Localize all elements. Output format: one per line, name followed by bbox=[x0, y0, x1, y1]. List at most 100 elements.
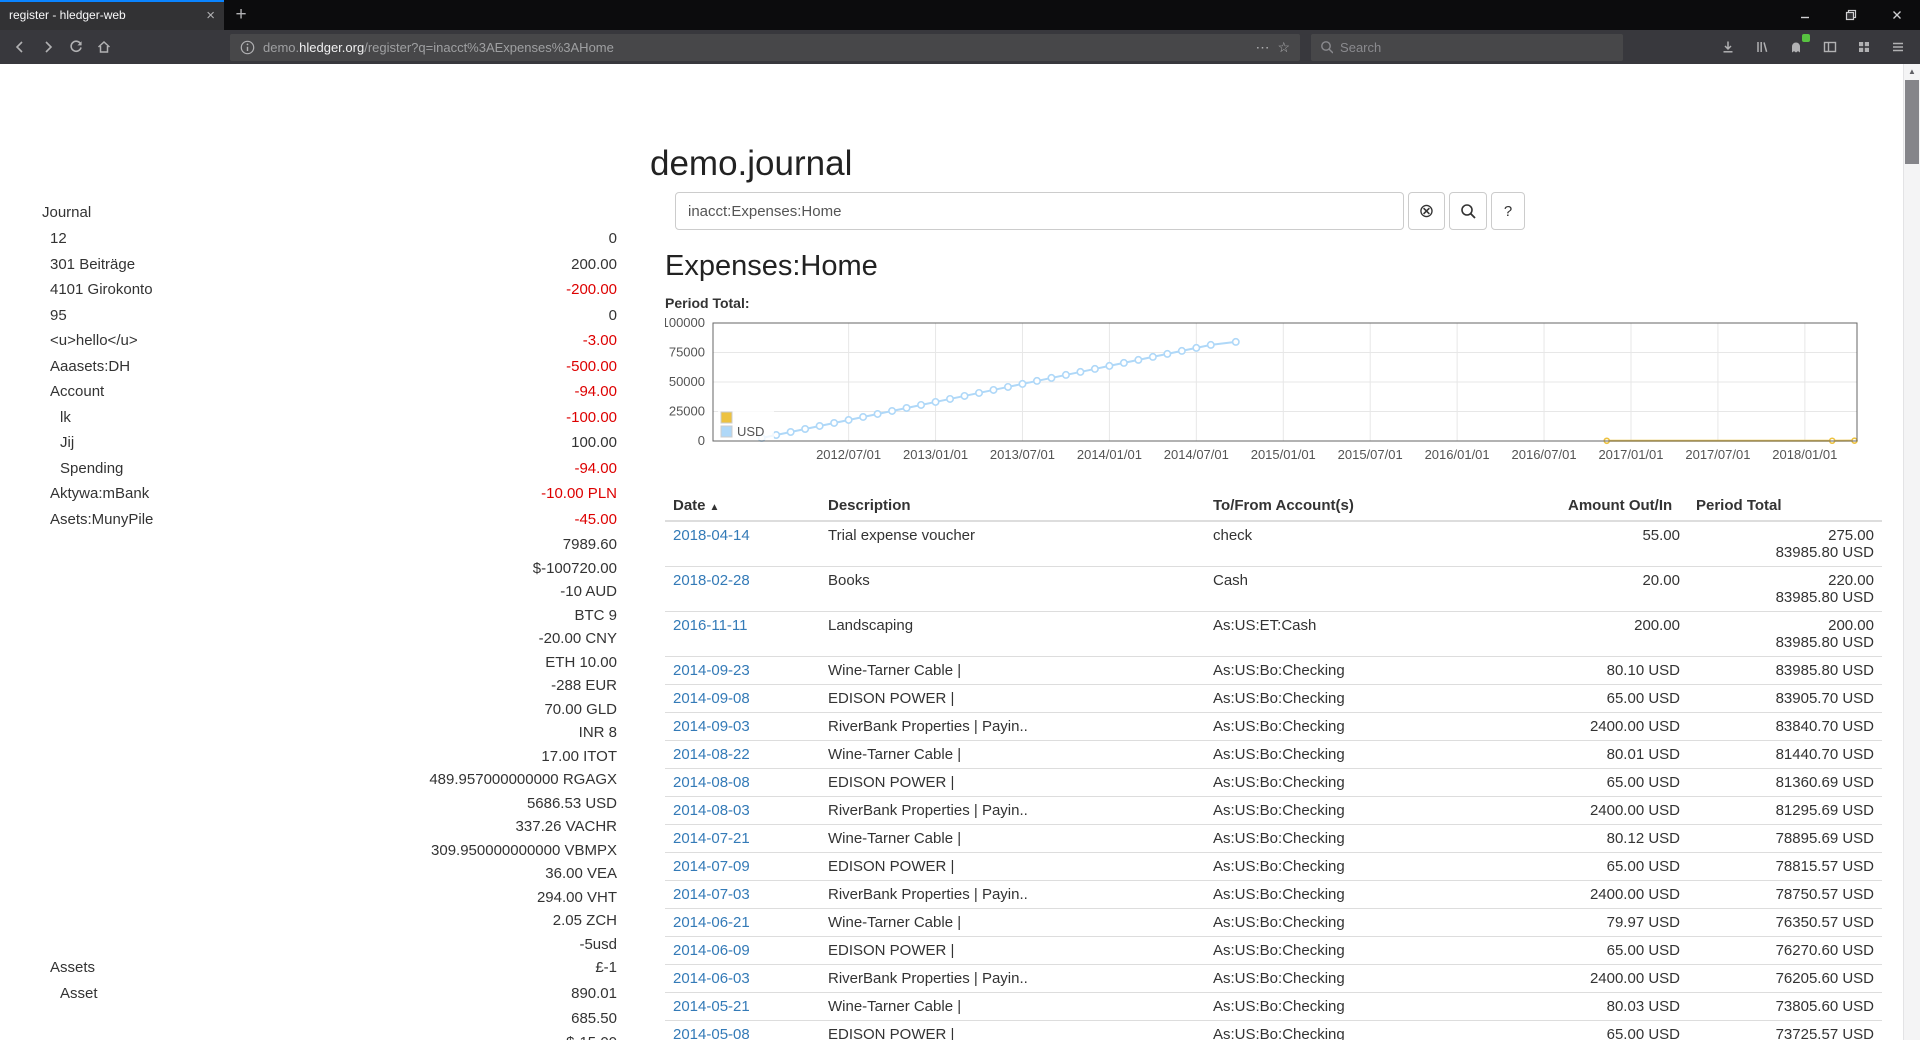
transaction-date-link[interactable]: 2014-05-21 bbox=[673, 998, 750, 1015]
search-submit-button[interactable] bbox=[1449, 192, 1487, 230]
transaction-account: As:US:Bo:Checking bbox=[1205, 908, 1560, 937]
transaction-date-link[interactable]: 2014-07-03 bbox=[673, 886, 750, 903]
back-icon bbox=[15, 41, 23, 53]
page-actions-icon[interactable]: ⋯ bbox=[1255, 38, 1270, 55]
download-button[interactable] bbox=[1714, 33, 1742, 61]
home-button[interactable] bbox=[90, 33, 118, 61]
transaction-date-link[interactable]: 2016-11-11 bbox=[673, 617, 748, 634]
back-button[interactable] bbox=[6, 33, 34, 61]
sidebar-toggle-button[interactable] bbox=[1816, 33, 1844, 61]
query-input[interactable] bbox=[675, 192, 1404, 230]
close-button[interactable] bbox=[1874, 0, 1920, 30]
transaction-amount: 80.01 USD bbox=[1560, 740, 1688, 769]
clear-query-button[interactable]: ⊗ bbox=[1408, 192, 1445, 230]
register-row: 2014-05-08 EDISON POWER | As:US:Bo:Checkin… bbox=[665, 1020, 1882, 1040]
help-button[interactable]: ? bbox=[1491, 192, 1525, 230]
transaction-date-link[interactable]: 2014-06-21 bbox=[673, 914, 750, 931]
transaction-account: Cash bbox=[1205, 566, 1560, 612]
transaction-date-link[interactable]: 2014-05-08 bbox=[673, 1026, 750, 1040]
period-total-cell: 76350.57 USD bbox=[1688, 908, 1882, 937]
account-link[interactable]: lk bbox=[60, 408, 71, 426]
reload-button[interactable] bbox=[62, 33, 90, 61]
account-link[interactable]: <u>hello</u> bbox=[50, 332, 138, 349]
transaction-description: EDISON POWER | bbox=[820, 852, 1205, 881]
transaction-date-link[interactable]: 2014-07-21 bbox=[673, 830, 750, 847]
account-link[interactable]: Aaasets:DH bbox=[50, 357, 131, 375]
site-info-icon[interactable] bbox=[240, 40, 255, 55]
forward-button[interactable] bbox=[34, 33, 62, 61]
transaction-date-link[interactable]: 2014-09-03 bbox=[673, 718, 750, 735]
account-balance: -45.00 bbox=[574, 510, 617, 528]
tab-close-icon[interactable]: × bbox=[206, 6, 215, 24]
period-total-cell: 83840.70 USD bbox=[1688, 712, 1882, 741]
transaction-date-link[interactable]: 2018-04-14 bbox=[673, 527, 750, 544]
transaction-date-link[interactable]: 2014-08-08 bbox=[673, 774, 750, 791]
minimize-button[interactable] bbox=[1782, 0, 1828, 30]
browser-search-input[interactable] bbox=[1340, 39, 1614, 55]
register-row: 2014-07-09 EDISON POWER | As:US:Bo:Checkin… bbox=[665, 852, 1882, 881]
sidebar-journal-link[interactable]: Journal bbox=[42, 204, 92, 221]
bookmark-star-icon[interactable]: ☆ bbox=[1277, 38, 1290, 55]
transaction-date-link[interactable]: 2014-09-23 bbox=[673, 662, 750, 679]
search-icon bbox=[1321, 41, 1334, 54]
library-button[interactable] bbox=[1748, 33, 1776, 61]
account-link[interactable]: Jij bbox=[60, 434, 75, 451]
extension-badge bbox=[1802, 34, 1810, 42]
transaction-amount: 2400.00 USD bbox=[1560, 964, 1688, 993]
transaction-date-link[interactable]: 2014-08-03 bbox=[673, 802, 750, 819]
transaction-description: Trial expense voucher bbox=[820, 520, 1205, 567]
transaction-account: As:US:Bo:Checking bbox=[1205, 712, 1560, 741]
account-link[interactable]: 95 bbox=[50, 306, 67, 324]
url-text: demo.hledger.org/register?q=inacct%3AExp… bbox=[263, 40, 1247, 55]
transaction-account: As:US:Bo:Checking bbox=[1205, 992, 1560, 1021]
transaction-date-link[interactable]: 2018-02-28 bbox=[673, 572, 750, 589]
account-link[interactable]: 4101 Girokonto bbox=[50, 281, 153, 298]
transaction-date-link[interactable]: 2014-06-09 bbox=[673, 942, 750, 959]
scrollbar-thumb[interactable] bbox=[1905, 80, 1919, 164]
browser-viewport: demo.journal Journal 12 0 301 Beiträge 200.… bbox=[0, 64, 1920, 1040]
col-header-date[interactable]: Date ▲ bbox=[665, 491, 820, 522]
new-tab-button[interactable]: + bbox=[235, 4, 247, 25]
account-link[interactable]: Asset bbox=[60, 984, 98, 1002]
period-total-chart: 2012/07/01 2013/01/01 2013/07/01 2014/01/01… bbox=[665, 315, 1858, 462]
apps-grid-button[interactable] bbox=[1850, 33, 1878, 61]
transaction-account: As:US:Bo:Checking bbox=[1205, 852, 1560, 881]
sidebar-account-row: Aaasets:DH -500.00 bbox=[0, 354, 630, 380]
data-point bbox=[931, 397, 940, 406]
account-link[interactable]: 12 bbox=[50, 230, 67, 247]
extension-button[interactable] bbox=[1782, 33, 1810, 61]
browser-tab[interactable]: register - hledger-web × bbox=[0, 0, 224, 30]
restore-button[interactable] bbox=[1828, 0, 1874, 30]
scroll-up-icon[interactable]: ▲ bbox=[1908, 67, 1916, 76]
legend-swatch bbox=[720, 411, 733, 424]
account-heading: Expenses:Home bbox=[665, 250, 878, 282]
browser-toolbar: demo.hledger.org/register?q=inacct%3AExp… bbox=[0, 30, 1920, 64]
data-point bbox=[1076, 367, 1085, 376]
transaction-date-link[interactable]: 2014-09-08 bbox=[673, 690, 750, 707]
account-link[interactable]: 301 Beiträge bbox=[50, 255, 136, 273]
account-link[interactable]: Aktywa:mBank bbox=[50, 485, 150, 502]
account-link[interactable]: Spending bbox=[60, 459, 124, 477]
account-link[interactable]: Assets bbox=[50, 959, 96, 976]
data-point bbox=[1134, 355, 1143, 364]
period-total-cell: 78750.57 USD bbox=[1688, 880, 1882, 909]
transaction-account: As:US:Bo:Checking bbox=[1205, 768, 1560, 797]
url-bar[interactable]: demo.hledger.org/register?q=inacct%3AExp… bbox=[230, 33, 1300, 61]
sidebar-account-row: Spending -94.00 bbox=[0, 456, 630, 482]
page-scrollbar[interactable]: ▲ bbox=[1903, 64, 1920, 1040]
account-link[interactable]: Asets:MunyPile bbox=[50, 510, 154, 528]
transaction-date-link[interactable]: 2014-08-22 bbox=[673, 746, 750, 763]
browser-tab-bar: register - hledger-web × + bbox=[0, 0, 1920, 30]
menu-button[interactable] bbox=[1884, 33, 1912, 61]
account-link[interactable]: Account bbox=[50, 383, 105, 400]
page-title: demo.journal bbox=[650, 144, 853, 183]
transaction-description: Wine-Tarner Cable | bbox=[820, 656, 1205, 685]
svg-text:100000: 100000 bbox=[665, 315, 705, 330]
data-point bbox=[844, 415, 853, 424]
transaction-date-link[interactable]: 2014-07-09 bbox=[673, 858, 750, 875]
circle-x-icon: ⊗ bbox=[1418, 200, 1435, 222]
transaction-amount: 55.00 bbox=[1560, 520, 1688, 567]
browser-search-bar[interactable] bbox=[1311, 33, 1623, 61]
transaction-date-link[interactable]: 2014-06-03 bbox=[673, 970, 750, 987]
transaction-description: EDISON POWER | bbox=[820, 1020, 1205, 1040]
